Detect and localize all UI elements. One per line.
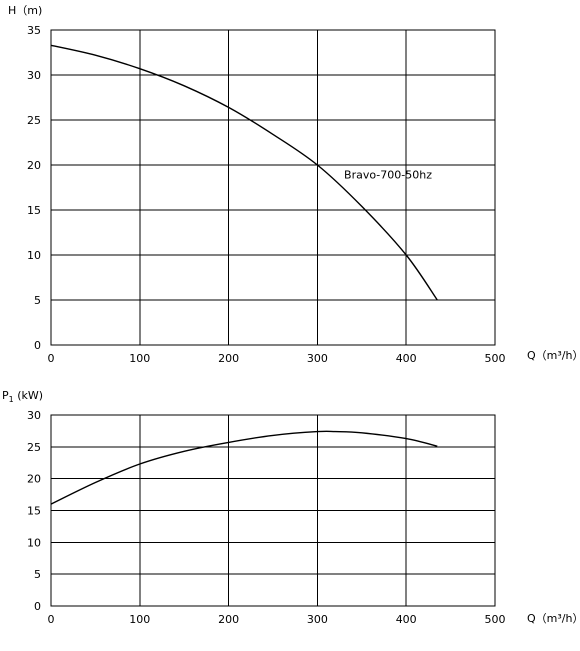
head-flow-chart: 0 100 200 300 400 500 0 5 10 15 20 25 30 35 H（m) Q（m³/h… — [8, 4, 580, 365]
x-tick-label: 300 — [307, 613, 328, 626]
series-line — [50, 44, 438, 301]
y-tick-label: 25 — [27, 441, 41, 454]
series-annotation: Bravo-700-50hz — [344, 169, 432, 182]
x-tick-label: 200 — [218, 352, 239, 365]
y-tick-label: 35 — [27, 24, 41, 37]
x-tick-label: 500 — [485, 613, 506, 626]
x-tick-label: 400 — [396, 613, 417, 626]
x-tick-label: 500 — [485, 352, 506, 365]
x-tick-label: 100 — [129, 613, 150, 626]
y-tick-label: 30 — [27, 69, 41, 82]
y-tick-label: 20 — [27, 159, 41, 172]
x-tick-label: 100 — [129, 352, 150, 365]
x-tick-label: 0 — [48, 352, 55, 365]
y-tick-label: 25 — [27, 114, 41, 127]
x-axis-label: Q（m³/h） — [527, 349, 580, 362]
power-flow-chart: 0 100 200 300 400 500 0 5 10 15 20 25 30 P1 (kW) Q（m³/… — [2, 389, 580, 626]
y-tick-label: 10 — [27, 249, 41, 262]
x-tick-label: 300 — [307, 352, 328, 365]
series-line — [50, 430, 438, 505]
plot-frame — [50, 29, 496, 346]
y-axis-label: P1 (kW) — [2, 389, 43, 404]
x-tick-label: 400 — [396, 352, 417, 365]
y-tick-label: 10 — [27, 536, 41, 549]
y-tick-label: 5 — [34, 294, 41, 307]
plot-frame — [50, 414, 496, 607]
y-tick-label: 15 — [27, 505, 41, 518]
x-tick-label: 0 — [48, 613, 55, 626]
y-tick-label: 0 — [34, 600, 41, 613]
y-tick-label: 30 — [27, 409, 41, 422]
x-axis-label: Q（m³/h） — [527, 612, 580, 625]
y-axis-label: H（m) — [8, 4, 42, 17]
y-tick-label: 20 — [27, 473, 41, 486]
y-tick-label: 0 — [34, 339, 41, 352]
x-tick-label: 200 — [218, 613, 239, 626]
y-tick-label: 15 — [27, 204, 41, 217]
y-tick-label: 5 — [34, 568, 41, 581]
